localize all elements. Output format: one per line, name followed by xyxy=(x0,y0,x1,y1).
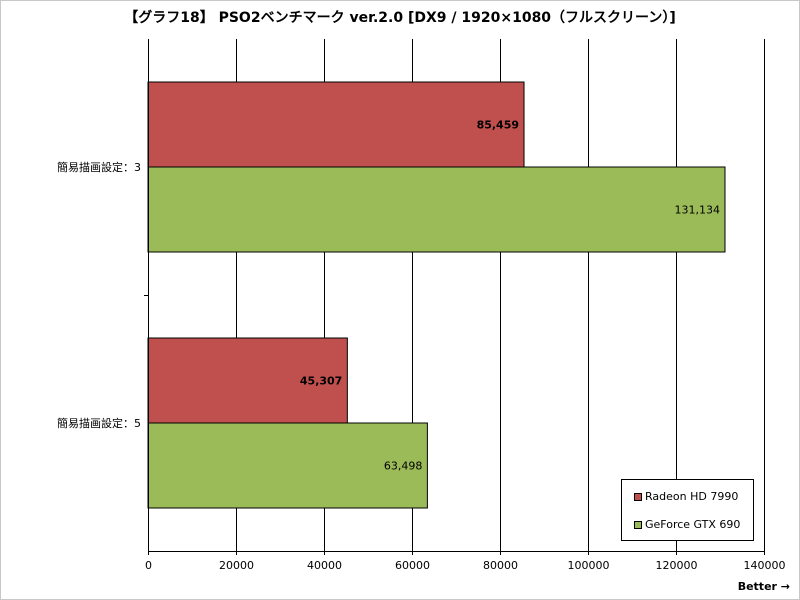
legend-item-radeon: Radeon HD 7990 xyxy=(634,490,738,503)
bar-0-1 xyxy=(147,337,348,424)
axes: 簡易描画設定：3 簡易描画設定：5 0 20000 40000 60000 80000 100… xyxy=(57,39,786,572)
data-label-0-1: 45,307 xyxy=(300,375,342,388)
better-indicator: Better → xyxy=(737,580,790,593)
x-tick-label-2: 40000 xyxy=(307,559,342,572)
x-tick-label-5: 100000 xyxy=(568,559,610,572)
x-tick-label-1: 20000 xyxy=(219,559,254,572)
x-tick-label-3: 60000 xyxy=(395,559,430,572)
data-label-1-1: 63,498 xyxy=(384,460,423,473)
category-label-0: 簡易描画設定：3 xyxy=(57,160,141,174)
legend-label-geforce: GeForce GTX 690 xyxy=(645,518,741,531)
legend-swatch-geforce xyxy=(634,520,642,529)
x-tick-label-6: 120000 xyxy=(656,559,698,572)
x-tick-label-4: 80000 xyxy=(483,559,518,572)
x-tick-label-7: 140000 xyxy=(744,559,786,572)
x-tick-label-0: 0 xyxy=(145,559,152,572)
chart-title: 【グラフ18】 PSO2ベンチマーク ver.2.0 [DX9 / 1920×1… xyxy=(124,10,676,26)
bar-0-0 xyxy=(147,81,525,168)
legend-item-geforce: GeForce GTX 690 xyxy=(634,518,740,531)
bar-1-0 xyxy=(147,166,726,253)
legend-label-radeon: Radeon HD 7990 xyxy=(645,490,739,503)
legend-swatch-radeon xyxy=(634,492,642,501)
data-label-0-0: 85,459 xyxy=(477,119,519,132)
category-label-1: 簡易描画設定：5 xyxy=(57,416,141,430)
data-label-1-0: 131,134 xyxy=(674,204,720,217)
legend: Radeon HD 7990 GeForce GTX 690 xyxy=(621,479,754,541)
bar-1-1 xyxy=(147,422,428,509)
bars: 85,459 131,134 45,307 63,498 xyxy=(147,81,726,509)
